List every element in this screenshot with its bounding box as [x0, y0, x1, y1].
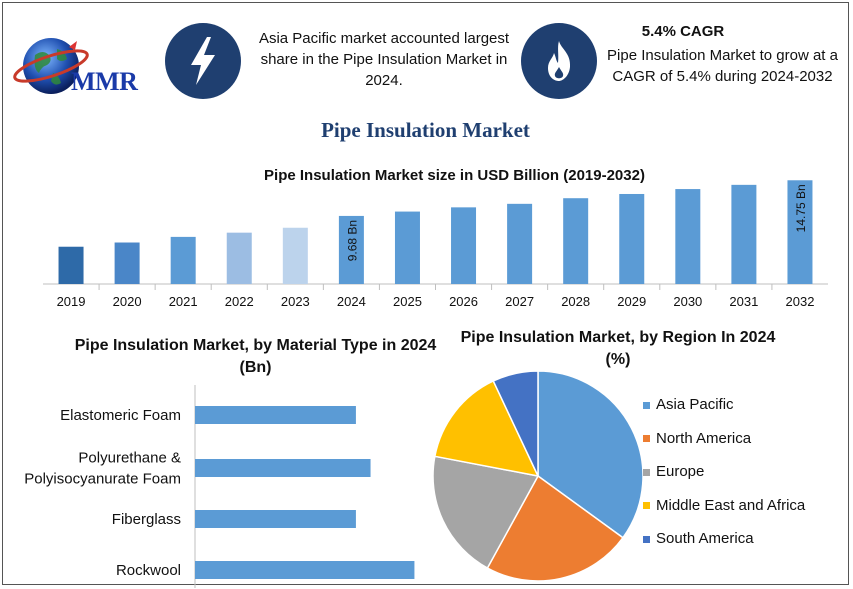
- legend-label: South America: [656, 530, 754, 547]
- bar-2020: [114, 242, 140, 284]
- x-tick-label: 2020: [113, 294, 142, 309]
- pie-slice-south-america: [492, 370, 539, 477]
- data-label: 9.68 Bn: [345, 220, 359, 261]
- bar-2032: [787, 180, 813, 284]
- mmr-logo: MMR: [13, 33, 158, 105]
- bar-2024: [338, 215, 364, 284]
- lightning-bolt-icon: [165, 23, 241, 99]
- pie-slice-asia-pacific: [537, 370, 643, 539]
- x-tick-label: 2019: [57, 294, 86, 309]
- legend-item: Europe: [643, 463, 704, 480]
- x-tick-label: 2031: [729, 294, 758, 309]
- legend-label: Europe: [656, 463, 705, 480]
- main-title: Pipe Insulation Market: [321, 118, 530, 142]
- legend-swatch: [643, 435, 650, 443]
- legend-item: South America: [643, 530, 754, 547]
- market-size-chart: 2019 2020 2021 2022 2023 2024 9.68 Bn 2025 2026 2…: [43, 180, 828, 309]
- bar-2027: [507, 203, 533, 284]
- x-tick-label: 2023: [281, 294, 310, 309]
- material-bar: [195, 459, 371, 477]
- legend-label: Asia Pacific: [656, 396, 734, 413]
- x-tick-label: 2022: [225, 294, 254, 309]
- bar-2025: [394, 211, 420, 284]
- flame-icon: [521, 23, 597, 99]
- x-tick-label: 2027: [505, 294, 534, 309]
- legend-label: North America: [656, 429, 752, 447]
- material-label: Rockwool: [116, 562, 181, 579]
- x-tick-label: 2028: [561, 294, 590, 309]
- bar-2028: [563, 198, 589, 284]
- x-tick-label: 2032: [786, 294, 815, 309]
- legend-swatch: [643, 401, 650, 409]
- bar-2023: [282, 227, 308, 284]
- legend-item: North America: [643, 430, 751, 447]
- pie-slice-europe: [432, 455, 540, 570]
- legend-label: Middle East and Africa: [656, 496, 806, 514]
- x-tick-label: 2030: [673, 294, 702, 309]
- x-tick-label: 2029: [617, 294, 646, 309]
- cagr-title: 5.4% CAGR: [641, 23, 725, 40]
- cagr-text: Pipe Insulation Market to grow at a CAGR…: [607, 47, 838, 85]
- bar-2021: [170, 236, 196, 284]
- material-chart: Elastomeric Foam Polyurethane & Polyisocya…: [24, 385, 415, 588]
- material-bar: [195, 561, 415, 579]
- info1-text: Asia Pacific market accounted largest sh…: [258, 30, 510, 89]
- x-tick-label: 2025: [393, 294, 422, 309]
- globe-icon: [13, 38, 89, 94]
- bar-2022: [226, 232, 252, 284]
- x-tick-label: 2026: [449, 294, 478, 309]
- legend-swatch: [643, 468, 650, 476]
- material-label: Elastomeric Foam: [60, 407, 181, 424]
- x-tick-label: 2021: [169, 294, 198, 309]
- pie-slice-north-america: [486, 474, 624, 582]
- material-bar: [195, 510, 356, 528]
- logo-text: MMR: [71, 67, 138, 96]
- x-tick-label: 2024: [337, 294, 366, 309]
- bar-2029: [619, 193, 645, 284]
- bar-2031: [731, 184, 757, 284]
- material-label: Polyisocyanurate Foam: [24, 471, 181, 488]
- legend-item: Middle East and Africa: [643, 497, 805, 514]
- material-chart-title: Pipe Insulation Market, by Material Type…: [74, 337, 437, 376]
- pie-slice-middle-east-and-africa: [433, 379, 540, 478]
- legend-swatch: [643, 535, 650, 543]
- bar-2026: [451, 207, 477, 284]
- legend-swatch: [643, 502, 650, 510]
- material-bar: [195, 406, 356, 424]
- bar-2019: [58, 246, 84, 284]
- legend-item: Asia Pacific: [643, 396, 734, 413]
- region-pie-chart: [432, 370, 643, 582]
- material-label: Fiberglass: [112, 511, 181, 528]
- bar-2030: [675, 189, 701, 284]
- market-size-chart-title: Pipe Insulation Market size in USD Billi…: [264, 167, 645, 184]
- material-label: Polyurethane &: [78, 450, 181, 467]
- data-label: 14.75 Bn: [794, 184, 808, 232]
- region-chart-title: Pipe Insulation Market, by Region In 202…: [460, 329, 776, 368]
